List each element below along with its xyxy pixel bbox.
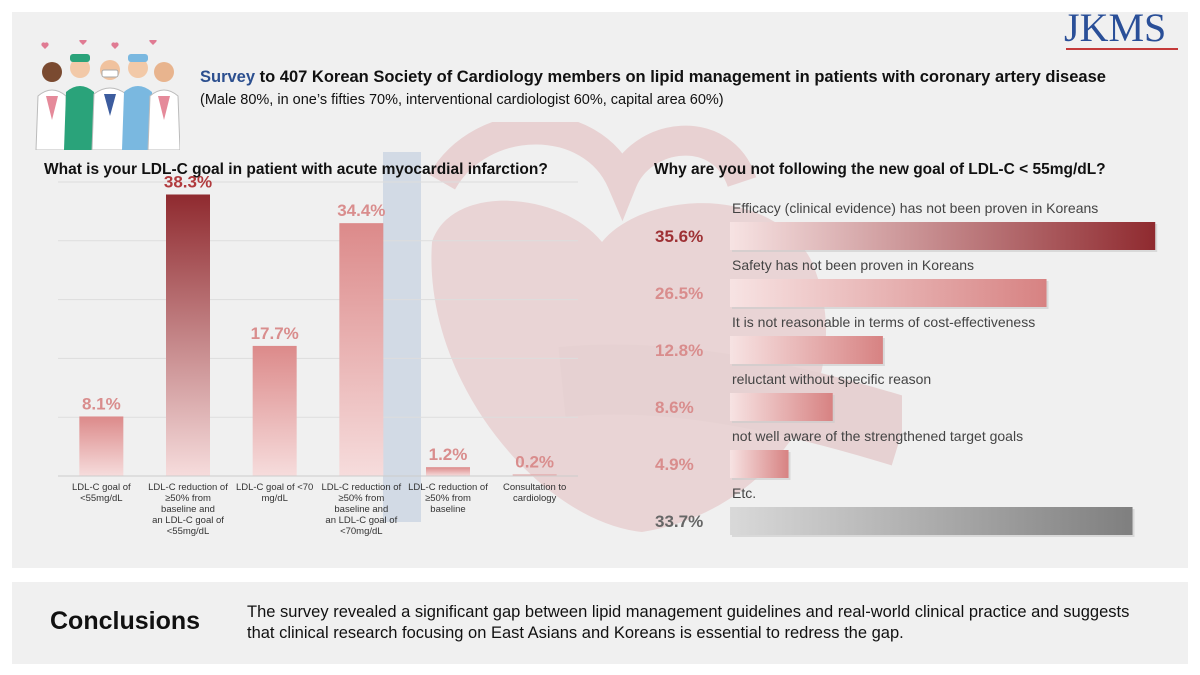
category-label: <55mg/dL	[167, 526, 210, 537]
category-label: ≥50% from	[165, 493, 211, 504]
reason-label: Etc.	[732, 485, 756, 501]
bar-value-label: 0.2%	[515, 453, 554, 472]
jkms-logo: JKMS	[1064, 5, 1167, 50]
bar-value-label: 17.7%	[251, 324, 299, 343]
bar	[339, 223, 384, 476]
doctors-illustration	[35, 40, 180, 150]
category-label: baseline and	[334, 504, 388, 515]
bar-value-label: 8.6%	[655, 398, 694, 417]
bar-value-label: 12.8%	[655, 341, 703, 360]
category-label: Consultation to	[503, 482, 566, 493]
survey-title-accent: Survey	[200, 68, 256, 86]
category-label: <70mg/dL	[340, 526, 383, 537]
category-label: baseline	[430, 504, 465, 515]
category-label: mg/dL	[261, 493, 287, 504]
conclusions-panel	[12, 582, 1188, 664]
reason-label: Safety has not been proven in Koreans	[732, 257, 974, 273]
bar	[730, 450, 789, 478]
reason-label: reluctant without specific reason	[732, 371, 931, 387]
category-label: baseline and	[161, 504, 215, 515]
bar-value-label: 34.4%	[337, 201, 385, 220]
category-label: ≥50% from	[425, 493, 471, 504]
bar	[512, 474, 557, 476]
conclusions-text: The survey revealed a significant gap be…	[247, 603, 1130, 642]
conclusions-title: Conclusions	[50, 607, 201, 635]
category-label: LDL-C reduction of	[148, 482, 228, 493]
category-label: ≥50% from	[338, 493, 384, 504]
survey-title-rest: to 407 Korean Society of Cardiology memb…	[255, 68, 1106, 86]
category-label: an LDL-C goal of	[152, 515, 224, 526]
category-label: LDL-C goal of <70	[236, 482, 313, 493]
bar	[730, 222, 1156, 250]
bar-value-label: 38.3%	[164, 172, 212, 191]
survey-title: Survey to 407 Korean Society of Cardiolo…	[200, 68, 1106, 87]
reason-label: Efficacy (clinical evidence) has not bee…	[732, 200, 1098, 216]
category-label: an LDL-C goal of	[325, 515, 397, 526]
category-label: LDL-C reduction of	[321, 482, 401, 493]
reasons-bar-chart-svg: Efficacy (clinical evidence) has not bee…	[655, 200, 1158, 537]
survey-subtitle: (Male 80%, in one’s fifties 70%, interve…	[200, 92, 724, 108]
category-label: cardiology	[513, 493, 557, 504]
bar	[79, 416, 124, 476]
reason-label: not well aware of the strengthened targe…	[732, 428, 1023, 444]
bar-value-label: 33.7%	[655, 512, 703, 531]
bar-value-label: 35.6%	[655, 227, 703, 246]
ldl-goal-bar-chart: 8.1% LDL-C goal of <55mg/dL 38.3% LDL-C redu…	[0, 0, 620, 560]
bar-value-label: 1.2%	[429, 445, 468, 464]
bar-value-label: 26.5%	[655, 284, 703, 303]
bar	[252, 345, 297, 476]
category-label: LDL-C reduction of	[408, 482, 488, 493]
bar	[730, 393, 833, 421]
logo-underline	[1066, 48, 1178, 50]
category-label: <55mg/dL	[80, 493, 123, 504]
reasons-bar-chart: Efficacy (clinical evidence) has not bee…	[640, 190, 1180, 550]
bar	[730, 279, 1047, 307]
left-chart-question: What is your LDL-C goal in patient with …	[44, 161, 548, 178]
reason-label: It is not reasonable in terms of cost-ef…	[732, 314, 1035, 330]
bar	[426, 467, 470, 476]
category-label: LDL-C goal of	[72, 482, 131, 493]
bar	[730, 507, 1133, 535]
bar-value-label: 8.1%	[82, 394, 121, 413]
heart-icon	[41, 40, 157, 49]
bar	[730, 336, 883, 364]
bar	[166, 194, 210, 476]
bar-value-label: 4.9%	[655, 455, 694, 474]
right-chart-question: Why are you not following the new goal o…	[654, 161, 1106, 178]
heart-illustration	[383, 122, 902, 532]
